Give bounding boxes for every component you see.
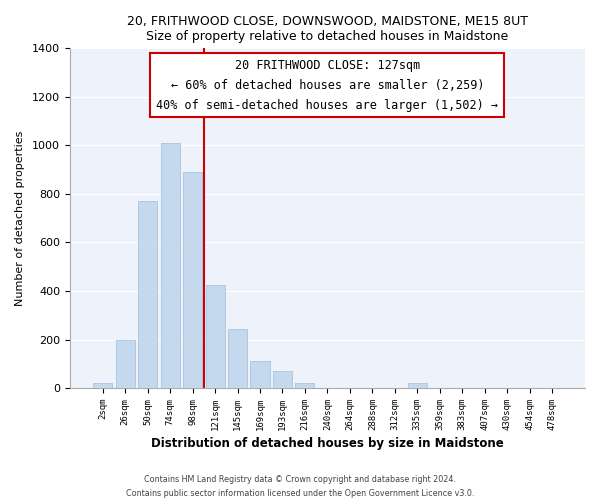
Bar — [206, 285, 224, 388]
Text: Contains HM Land Registry data © Crown copyright and database right 2024.
Contai: Contains HM Land Registry data © Crown c… — [126, 476, 474, 498]
X-axis label: Distribution of detached houses by size in Maidstone: Distribution of detached houses by size … — [151, 437, 504, 450]
Bar — [183, 172, 202, 388]
Text: 20 FRITHWOOD CLOSE: 127sqm
← 60% of detached houses are smaller (2,259)
40% of s: 20 FRITHWOOD CLOSE: 127sqm ← 60% of deta… — [157, 58, 499, 112]
Bar — [138, 201, 157, 388]
Bar — [273, 371, 292, 388]
Bar — [161, 143, 179, 388]
Bar — [408, 383, 427, 388]
Bar — [295, 383, 314, 388]
Bar — [116, 340, 135, 388]
Title: 20, FRITHWOOD CLOSE, DOWNSWOOD, MAIDSTONE, ME15 8UT
Size of property relative to: 20, FRITHWOOD CLOSE, DOWNSWOOD, MAIDSTON… — [127, 15, 528, 43]
Bar — [228, 328, 247, 388]
Bar — [250, 362, 269, 388]
Y-axis label: Number of detached properties: Number of detached properties — [15, 130, 25, 306]
Bar — [93, 383, 112, 388]
